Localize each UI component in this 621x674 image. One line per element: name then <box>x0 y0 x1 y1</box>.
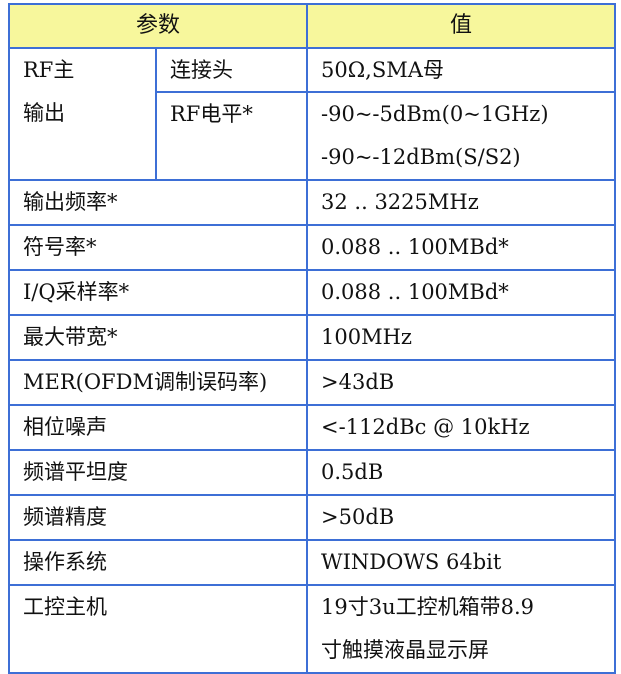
value-line: 0.088 .. 100MBd* <box>321 280 509 304</box>
param-value: WINDOWS 64bit <box>306 539 617 586</box>
value-line: 19寸3u工控机箱带8.9 <box>321 595 535 619</box>
spec-table: 参数 值 RF主 输出 连接头 50Ω,SMA母 RF电平* -90~-5dBm… <box>7 3 617 674</box>
param-name: 工控主机 <box>7 584 309 674</box>
header-param: 参数 <box>7 3 309 49</box>
header-value: 值 <box>306 3 617 49</box>
value-line: 100MHz <box>321 325 412 349</box>
param-name: 频谱精度 <box>7 494 309 541</box>
param-value: 50Ω,SMA母 <box>306 47 617 93</box>
param-value: >43dB <box>306 359 617 406</box>
value-line: 32 .. 3225MHz <box>321 190 479 214</box>
param-name: 相位噪声 <box>7 404 309 451</box>
param-value: >50dB <box>306 494 617 541</box>
table-row: 输出频率* 32 .. 3225MHz <box>7 179 617 226</box>
param-name: MER(OFDM调制误码率) <box>7 359 309 406</box>
table-row: MER(OFDM调制误码率) >43dB <box>7 359 617 406</box>
value-line: >43dB <box>321 370 395 394</box>
table-row: I/Q采样率* 0.088 .. 100MBd* <box>7 269 617 316</box>
rf-group-cell: RF主 输出 <box>8 47 157 181</box>
param-value: 32 .. 3225MHz <box>306 179 617 226</box>
value-line: <-112dBc @ 10kHz <box>321 415 530 439</box>
param-name: 输出频率* <box>7 179 309 226</box>
table-row: 工控主机 19寸3u工控机箱带8.9 寸触摸液晶显示屏 <box>7 584 617 674</box>
table-row: 频谱平坦度 0.5dB <box>7 449 617 496</box>
table-row: RF主 输出 连接头 50Ω,SMA母 <box>8 47 617 181</box>
param-name: 连接头 <box>154 47 309 93</box>
param-name: 频谱平坦度 <box>7 449 309 496</box>
value-line: -90~-5dBm(0~1GHz) <box>321 102 549 126</box>
param-value: 100MHz <box>306 314 617 361</box>
param-value: -90~-5dBm(0~1GHz) -90~-12dBm(S/S2) <box>306 91 617 181</box>
param-value: 0.088 .. 100MBd* <box>306 224 617 271</box>
table-row: 相位噪声 <-112dBc @ 10kHz <box>7 404 617 451</box>
value-line: WINDOWS 64bit <box>321 550 502 574</box>
value-line: 0.5dB <box>321 460 384 484</box>
param-name: RF电平* <box>154 91 309 181</box>
rf-group-line: 输出 <box>23 101 65 125</box>
param-value: <-112dBc @ 10kHz <box>306 404 617 451</box>
header-row: 参数 值 <box>7 3 617 49</box>
value-line: 0.088 .. 100MBd* <box>321 235 509 259</box>
param-value: 0.5dB <box>306 449 617 496</box>
param-name: I/Q采样率* <box>7 269 309 316</box>
table-row: 操作系统 WINDOWS 64bit <box>7 539 617 586</box>
param-name: 符号率* <box>7 224 309 271</box>
param-name: 操作系统 <box>7 539 309 586</box>
table-row: 最大带宽* 100MHz <box>7 314 617 361</box>
table-row: 频谱精度 >50dB <box>7 494 617 541</box>
param-name: 最大带宽* <box>7 314 309 361</box>
value-line: >50dB <box>321 505 395 529</box>
param-value: 0.088 .. 100MBd* <box>306 269 617 316</box>
table-row: 符号率* 0.088 .. 100MBd* <box>7 224 617 271</box>
value-line: -90~-12dBm(S/S2) <box>321 145 521 169</box>
rf-group-line: RF主 <box>23 58 75 82</box>
table-row: RF电平* -90~-5dBm(0~1GHz) -90~-12dBm(S/S2) <box>9 91 617 181</box>
param-value: 19寸3u工控机箱带8.9 寸触摸液晶显示屏 <box>306 584 617 674</box>
